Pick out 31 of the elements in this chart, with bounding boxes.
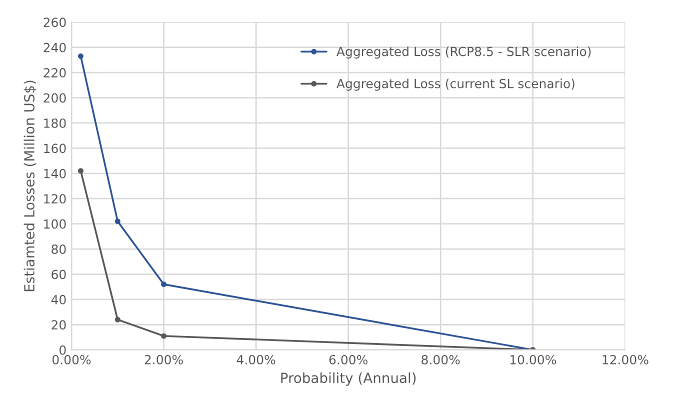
- y-tick-label: 40: [51, 294, 66, 304]
- y-tick-label: 60: [52, 270, 66, 280]
- x-tick-label: 10.00%: [510, 354, 556, 364]
- x-tick-label: 6.00%: [329, 354, 368, 364]
- y-tick-label: 200: [44, 93, 66, 103]
- legend-label: Aggregated Loss (RCP8.5 - SLR scenario): [336, 46, 591, 59]
- x-tick-label: 4.00%: [236, 354, 276, 364]
- y-tick-label: 260: [44, 18, 66, 28]
- x-tick-label: 12.00%: [602, 354, 648, 364]
- point: [161, 333, 167, 339]
- y-tick-label: 120: [44, 194, 66, 204]
- y-tick-label: 140: [44, 168, 66, 178]
- x-tick-label: 0.00%: [52, 354, 91, 364]
- y-tick-label: 80: [52, 244, 66, 254]
- point: [78, 53, 84, 59]
- point: [114, 218, 120, 224]
- y-tick-label: 220: [44, 68, 66, 78]
- y-tick-label: 100: [44, 219, 66, 229]
- x-tick-label: 2.00%: [144, 354, 183, 364]
- point: [114, 316, 120, 322]
- legend-label: Aggregated Loss (current SL scenario): [336, 78, 574, 91]
- y-tick-label: 180: [44, 118, 66, 128]
- y-tick-label: 240: [44, 42, 66, 52]
- x-tick-label: 8.00%: [422, 354, 460, 364]
- y-tick-label: 0: [60, 345, 66, 355]
- x-axis-title: Probability (Annual): [281, 372, 416, 386]
- y-tick-label: 20: [52, 320, 66, 330]
- y-tick-label: 160: [44, 144, 66, 154]
- point: [161, 282, 167, 288]
- point: [78, 168, 84, 174]
- y-axis-title: Estiamted Losses (Million US$): [24, 80, 36, 292]
